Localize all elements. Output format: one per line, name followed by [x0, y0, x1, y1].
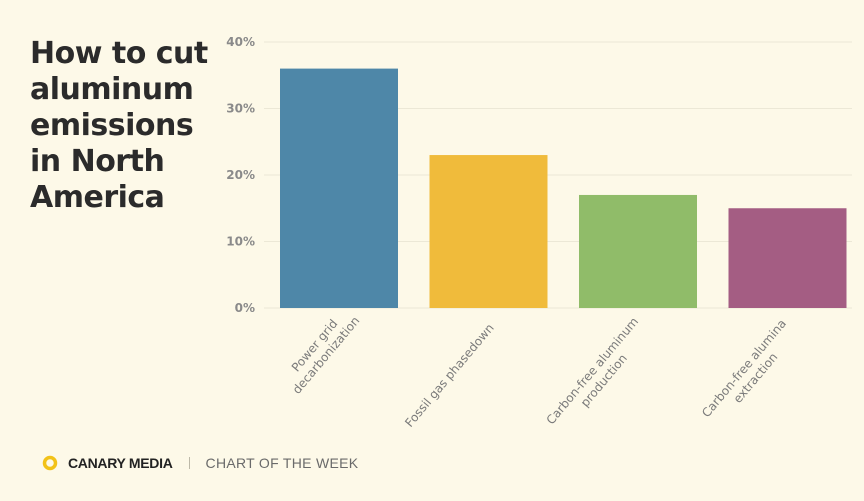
footer-divider	[188, 457, 190, 469]
y-tick-label: 10%	[226, 235, 255, 249]
bar	[728, 208, 847, 308]
bar	[579, 194, 697, 308]
x-tick-label: Fossil gas phasedown	[402, 321, 497, 430]
y-tick-label: 30%	[226, 102, 255, 116]
bar	[429, 155, 548, 308]
x-tick-label-line: Fossil gas phasedown	[402, 321, 497, 430]
y-tick-label: 40%	[226, 35, 255, 49]
x-tick-label-line: Carbon-free aluminum	[544, 315, 642, 428]
bar	[280, 68, 398, 308]
canary-ring-icon	[42, 455, 58, 471]
brand-name: CANARY MEDIA	[68, 455, 173, 471]
y-tick-label: 0%	[235, 301, 255, 315]
footer-tagline: CHART OF THE WEEK	[205, 455, 359, 471]
y-tick-label: 20%	[226, 168, 255, 182]
page-title: How to cut aluminum emissions in North A…	[30, 36, 208, 215]
x-tick-label-line: Carbon-free alumina	[699, 317, 789, 420]
footer: CANARY MEDIA CHART OF THE WEEK	[42, 450, 358, 476]
